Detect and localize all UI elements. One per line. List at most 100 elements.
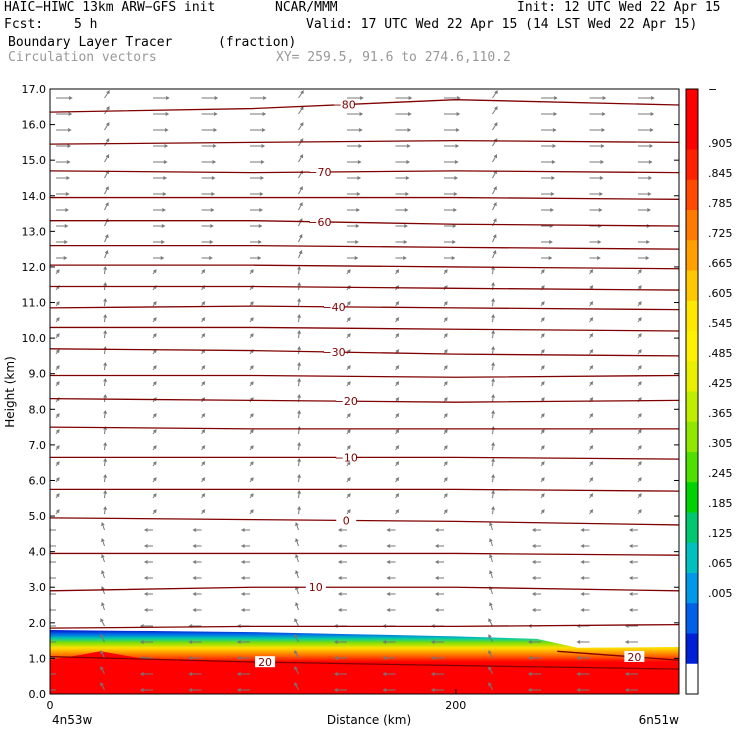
colorbar-swatch <box>686 421 698 453</box>
vector-arrow <box>346 269 351 275</box>
vector-arrow <box>139 688 153 692</box>
vector-arrow <box>444 240 456 244</box>
vector-arrow <box>297 457 301 467</box>
y-axis: 0.0 1.0 2.0 3.0 4.0 5.0 6.0 7.0 8.0 9.0 10.0 11.0 12… <box>22 83 679 701</box>
vector-arrow <box>443 493 448 499</box>
vector-arrow <box>104 170 109 179</box>
vector-arrow <box>250 160 265 164</box>
isotherm <box>50 244 679 250</box>
colorbar-swatch <box>686 452 698 483</box>
vector-arrow <box>443 269 448 275</box>
colorbar-label: .425 <box>708 377 733 390</box>
vector-arrow <box>589 381 594 387</box>
vector-arrow <box>531 576 541 580</box>
vector-arrow <box>489 602 493 611</box>
colorbar-label: .245 <box>708 467 733 480</box>
vector-arrow <box>192 592 202 596</box>
vector-arrow <box>295 602 299 611</box>
vector-arrow <box>104 202 109 211</box>
vector-arrow <box>249 301 254 307</box>
vector-arrow <box>346 333 351 339</box>
vector-arrow <box>541 256 553 260</box>
vector-arrow <box>395 112 412 116</box>
vector-arrow <box>531 528 541 532</box>
colorbar-swatch <box>686 300 698 332</box>
vector-arrow <box>103 297 107 307</box>
vector-arrow <box>347 208 360 212</box>
vector-arrow <box>589 208 603 212</box>
vector-arrow <box>103 329 107 339</box>
vector-arrow <box>294 634 299 643</box>
vector-arrow <box>295 586 299 595</box>
vector-arrow <box>192 528 202 532</box>
vector-arrow <box>541 96 558 100</box>
field-name: Boundary Layer Tracer <box>8 35 173 50</box>
vector-arrow <box>589 301 594 307</box>
vector-arrow <box>295 538 299 547</box>
vector-arrow <box>297 297 301 307</box>
x-tick-label: 200 <box>445 699 466 712</box>
vector-arrow <box>386 544 396 548</box>
vector-arrow <box>152 509 157 515</box>
vector-arrow <box>580 560 590 564</box>
vector-arrow <box>382 688 396 692</box>
vector-arrow <box>489 538 493 547</box>
isotherm <box>50 552 679 556</box>
vector-arrow <box>395 269 400 275</box>
isotherm-label: −10 <box>335 451 358 464</box>
vector-arrow <box>580 544 590 548</box>
vector-arrow <box>491 393 495 403</box>
vector-arrow <box>104 90 110 99</box>
isotherm <box>50 99 679 113</box>
vector-arrow <box>337 560 347 564</box>
vector-arrow <box>443 333 448 339</box>
colorbar-swatch <box>686 331 698 362</box>
vector-arrow <box>492 170 497 179</box>
isotherm-label-bg <box>336 451 357 463</box>
vector-arrow <box>638 112 655 116</box>
isotherm <box>50 655 679 670</box>
isotherm <box>50 326 679 332</box>
vector-arrow <box>201 317 206 323</box>
vector-arrow <box>531 544 541 548</box>
vector-arrow <box>249 381 254 387</box>
vector-arrow <box>637 509 642 515</box>
colorbar-swatch <box>686 361 698 392</box>
vector-arrow <box>250 112 267 116</box>
vector-arrow <box>488 634 493 643</box>
vector-arrow <box>395 301 400 307</box>
vector-arrow <box>250 176 265 180</box>
vector-arrow <box>443 413 448 419</box>
vector-arrow <box>337 544 347 548</box>
vector-arrow <box>201 224 214 228</box>
vector-arrow <box>395 317 400 323</box>
y-tick-label: 1.0 <box>29 652 47 665</box>
fcst-value: 5 h <box>74 17 98 32</box>
y-tick-label: 7.0 <box>29 439 47 452</box>
vector-arrow <box>295 570 299 579</box>
vector-label: Circulation vectors <box>8 50 157 65</box>
colorbar-swatch <box>686 482 698 513</box>
vector-arrow <box>298 106 304 115</box>
vector-arrow <box>443 365 448 371</box>
vector-arrow <box>294 666 299 675</box>
vector-arrow <box>55 477 60 483</box>
colorbar-swatch <box>686 391 698 423</box>
vector-arrow <box>443 381 448 387</box>
vector-arrow <box>250 144 266 148</box>
vector-arrow <box>152 477 157 483</box>
vector-arrow <box>395 477 400 483</box>
colorbar-label: .065 <box>708 557 733 570</box>
vector-arrow <box>347 128 363 132</box>
vector-arrow <box>240 592 250 596</box>
contour-labels: −80 −70 −60 −40 −30 −20 −10 0 10 20 20 <box>255 98 645 669</box>
vector-arrow <box>628 576 638 580</box>
vector-arrow <box>589 333 594 339</box>
isotherm <box>50 196 679 200</box>
vector-arrow <box>101 538 105 547</box>
y-tick-label: 15.0 <box>22 154 47 167</box>
vector-arrow <box>201 461 206 467</box>
vector-arrow <box>443 429 448 435</box>
vector-arrow <box>249 429 254 435</box>
vector-arrow <box>346 493 351 499</box>
